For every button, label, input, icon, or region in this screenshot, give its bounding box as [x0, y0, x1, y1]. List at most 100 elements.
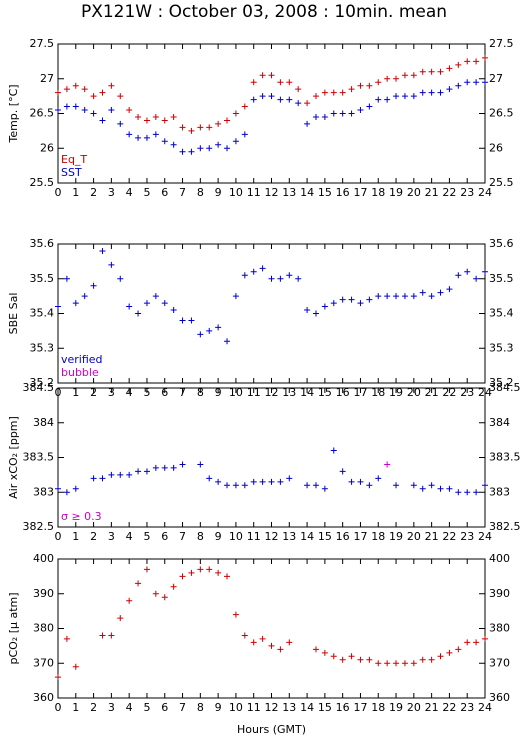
data-point	[366, 656, 373, 663]
x-axis-label: Hours (GMT)	[237, 723, 306, 736]
data-point	[277, 646, 284, 653]
x-tick-label: 16	[336, 530, 350, 543]
y-tick-label: 383	[33, 485, 54, 498]
y-tick-label: 35.6	[489, 237, 514, 250]
x-tick-label: 23	[460, 701, 474, 714]
y-tick-label: 27	[40, 72, 54, 85]
data-point	[126, 303, 133, 310]
data-point	[330, 89, 337, 96]
x-tick-label: 16	[336, 186, 350, 199]
data-point	[339, 656, 346, 663]
y-axis-label: Air xCO₂ [ppm]	[7, 416, 20, 499]
data-point	[72, 103, 79, 110]
y-axis-label: Temp. [°C]	[7, 84, 20, 143]
x-tick-label: 1	[72, 186, 79, 199]
x-tick-label: 9	[215, 530, 222, 543]
data-point	[286, 79, 293, 86]
x-tick-label: 1	[72, 701, 79, 714]
data-point	[215, 569, 222, 576]
data-point	[117, 93, 124, 100]
data-point	[357, 82, 364, 89]
data-point	[179, 461, 186, 468]
x-tick-label: 6	[161, 186, 168, 199]
data-point	[393, 93, 400, 100]
x-tick-label: 14	[300, 186, 314, 199]
data-point	[259, 72, 266, 79]
data-point	[330, 653, 337, 660]
x-tick-label: 15	[318, 530, 332, 543]
x-tick-label: 24	[478, 530, 492, 543]
data-point	[143, 300, 150, 307]
data-point	[419, 485, 426, 492]
data-point	[170, 141, 177, 148]
data-point	[250, 96, 257, 103]
data-point	[410, 93, 417, 100]
data-point	[428, 293, 435, 300]
data-point	[99, 475, 106, 482]
y-tick-label: 35.2	[489, 376, 514, 389]
data-point	[232, 293, 239, 300]
data-point	[232, 138, 239, 145]
data-point	[384, 660, 391, 667]
data-point	[81, 293, 88, 300]
data-point	[286, 272, 293, 279]
data-point	[437, 289, 444, 296]
legend-entry: verified	[61, 353, 103, 366]
data-point	[250, 639, 257, 646]
data-point	[366, 296, 373, 303]
x-tick-label: 12	[265, 186, 279, 199]
data-point	[81, 107, 88, 114]
x-tick-label: 8	[197, 186, 204, 199]
data-point	[384, 75, 391, 82]
data-point	[90, 110, 97, 117]
y-tick-label: 382.5	[23, 520, 55, 533]
legend-entry: SST	[61, 166, 82, 179]
data-point	[259, 635, 266, 642]
data-point	[241, 103, 248, 110]
data-point	[161, 300, 168, 307]
data-point	[428, 89, 435, 96]
data-point	[188, 317, 195, 324]
data-point	[312, 113, 319, 120]
x-tick-label: 2	[90, 530, 97, 543]
data-point	[437, 68, 444, 75]
data-point	[55, 485, 61, 492]
data-point	[268, 72, 275, 79]
data-point	[339, 110, 346, 117]
y-tick-label: 400	[489, 552, 510, 565]
y-tick-label: 35.5	[30, 272, 55, 285]
data-point	[99, 89, 106, 96]
data-point	[312, 310, 319, 317]
x-tick-label: 10	[229, 701, 243, 714]
y-tick-label: 383.5	[489, 451, 521, 464]
data-point	[224, 338, 231, 345]
x-tick-label: 12	[265, 701, 279, 714]
data-point	[72, 82, 79, 89]
x-tick-label: 21	[425, 701, 439, 714]
data-point	[170, 113, 177, 120]
data-point	[152, 131, 159, 138]
y-tick-label: 384	[33, 416, 54, 429]
y-axis-label: pCO₂ [μ atm]	[7, 592, 20, 664]
data-point	[321, 113, 328, 120]
x-tick-label: 3	[108, 186, 115, 199]
data-point	[197, 566, 204, 573]
y-tick-label: 35.6	[30, 237, 55, 250]
y-tick-label: 390	[33, 587, 54, 600]
data-point	[55, 89, 61, 96]
x-tick-label: 15	[318, 186, 332, 199]
x-tick-label: 0	[55, 530, 62, 543]
x-tick-label: 24	[478, 701, 492, 714]
data-point	[482, 54, 488, 61]
y-tick-label: 25.5	[30, 176, 55, 189]
data-point	[126, 597, 133, 604]
data-point	[241, 482, 248, 489]
data-point	[126, 471, 133, 478]
x-tick-label: 17	[353, 530, 367, 543]
plot-frame	[57, 387, 486, 528]
data-point	[206, 475, 213, 482]
data-point	[348, 478, 355, 485]
data-point	[90, 282, 97, 289]
y-tick-label: 383.5	[23, 451, 55, 464]
